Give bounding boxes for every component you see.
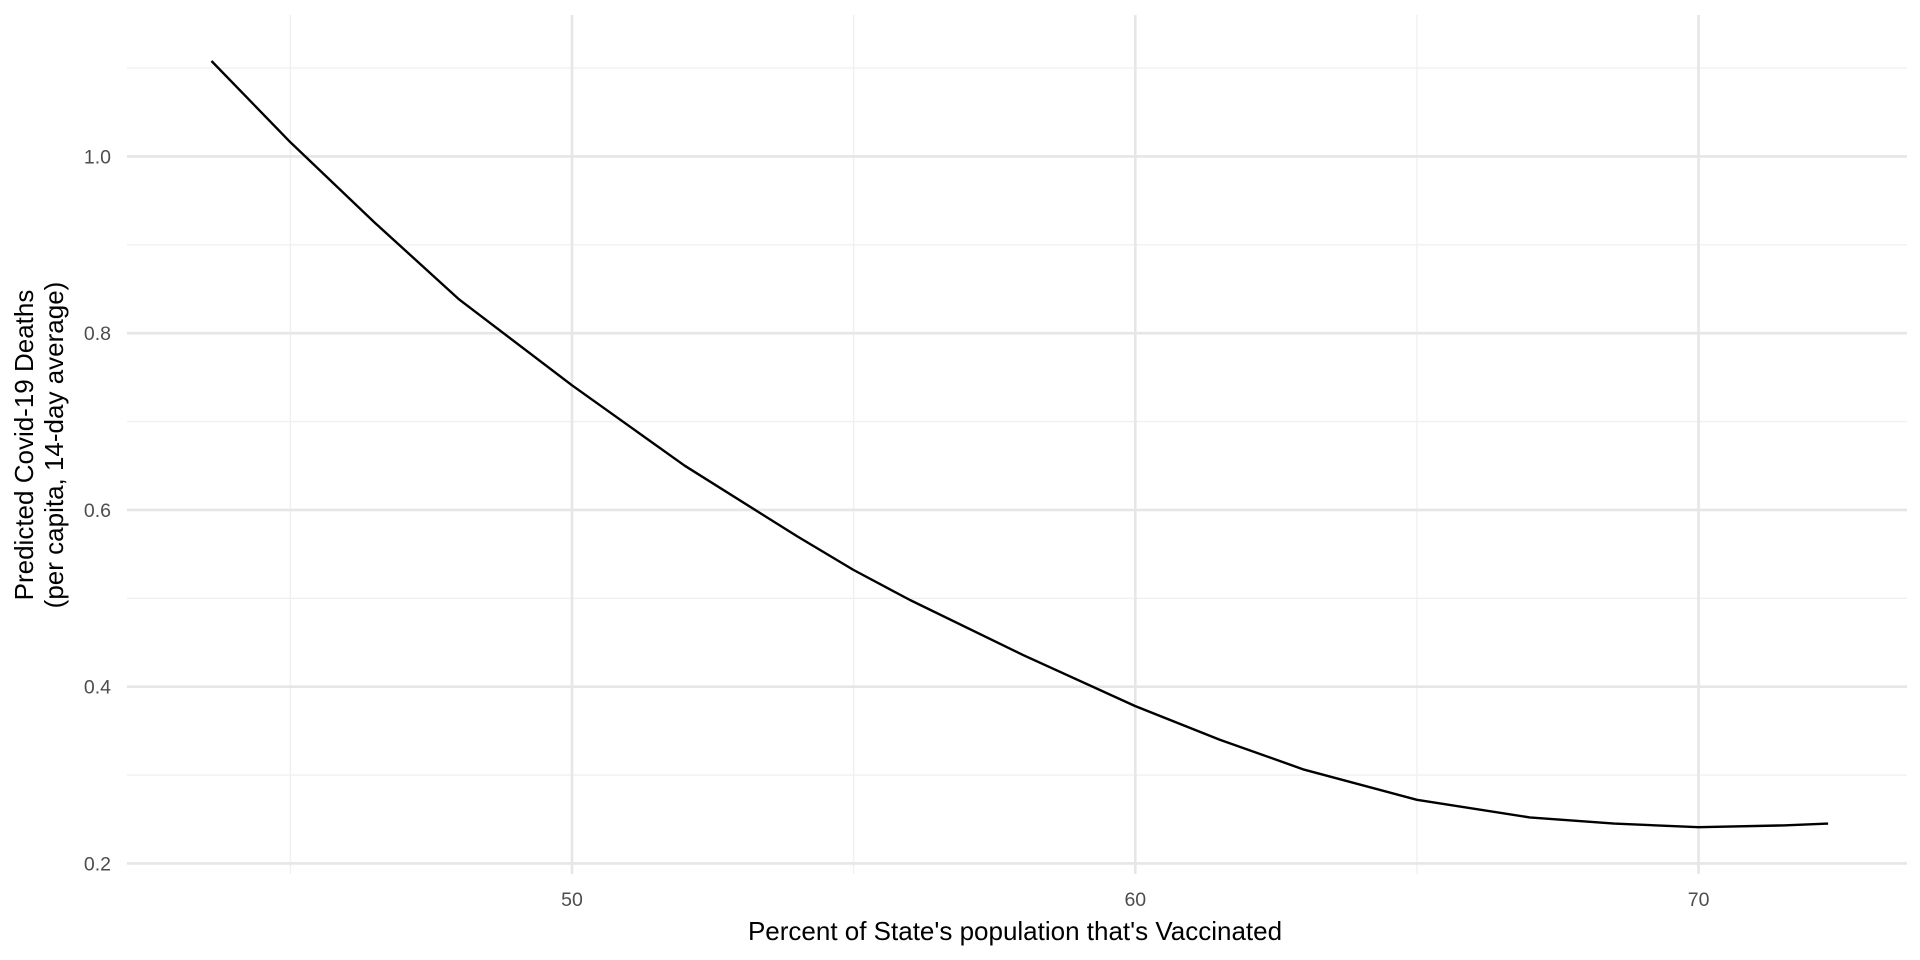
y-tick-label: 1.0 <box>84 146 111 168</box>
data-layer <box>210 60 1829 829</box>
y-axis-title-group: Predicted Covid-19 Deaths (per capita, 1… <box>9 282 69 609</box>
y-axis-title-line-1: Predicted Covid-19 Deaths <box>9 290 39 601</box>
x-tick-label: 70 <box>1688 889 1710 911</box>
y-axis-title-line-2: (per capita, 14-day average) <box>39 282 69 609</box>
x-axis-title: Percent of State's population that's Vac… <box>748 916 1282 946</box>
y-tick-label: 0.4 <box>84 677 111 699</box>
tick-labels: 0.2 0.4 0.6 0.8 1.0 50 60 70 <box>84 146 1710 911</box>
x-tick-label: 50 <box>561 889 583 911</box>
y-tick-label: 0.2 <box>84 853 111 875</box>
x-tick-label: 60 <box>1124 889 1146 911</box>
y-tick-label: 0.8 <box>84 323 111 345</box>
y-tick-label: 0.6 <box>84 500 111 522</box>
grid-lines <box>127 15 1907 874</box>
series-line <box>210 60 1829 829</box>
